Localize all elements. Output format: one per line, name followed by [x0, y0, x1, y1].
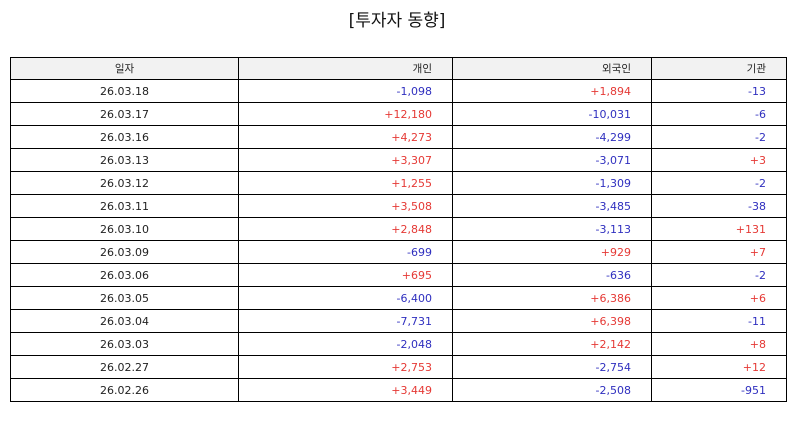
institution-cell: -6 — [651, 102, 787, 126]
individual-cell: +2,848 — [238, 217, 453, 241]
institution-cell: -2 — [651, 171, 787, 195]
individual-cell: -6,400 — [238, 286, 453, 310]
date-cell: 26.03.17 — [10, 102, 239, 126]
foreign-cell: -2,754 — [452, 355, 652, 379]
date-cell: 26.02.27 — [10, 355, 239, 379]
institution-cell: +3 — [651, 148, 787, 172]
institution-cell: +6 — [651, 286, 787, 310]
table-row: 26.03.10 +2,848 -3,113 +131 — [10, 217, 787, 241]
individual-cell: +695 — [238, 263, 453, 287]
individual-cell: -7,731 — [238, 309, 453, 333]
institution-cell: -2 — [651, 263, 787, 287]
column-header-individual: 개인 — [238, 57, 453, 80]
institution-cell: -13 — [651, 79, 787, 103]
date-cell: 26.03.04 — [10, 309, 239, 333]
foreign-cell: -2,508 — [452, 378, 652, 402]
column-header-institution: 기관 — [651, 57, 787, 80]
table-row: 26.03.06 +695 -636 -2 — [10, 263, 787, 287]
institution-cell: -2 — [651, 125, 787, 149]
foreign-cell: -10,031 — [452, 102, 652, 126]
institution-cell: -38 — [651, 194, 787, 218]
institution-cell: -11 — [651, 309, 787, 333]
table-row: 26.03.09 -699 +929 +7 — [10, 240, 787, 264]
foreign-cell: +6,398 — [452, 309, 652, 333]
investor-trend-table: 일자 개인 외국인 기관 26.03.18 -1,098 +1,894 -13 26.0… — [10, 57, 787, 402]
table-row: 26.02.26 +3,449 -2,508 -951 — [10, 378, 787, 402]
table-row: 26.03.13 +3,307 -3,071 +3 — [10, 148, 787, 172]
institution-cell: +7 — [651, 240, 787, 264]
date-cell: 26.03.10 — [10, 217, 239, 241]
date-cell: 26.03.13 — [10, 148, 239, 172]
institution-cell: -951 — [651, 378, 787, 402]
date-cell: 26.02.26 — [10, 378, 239, 402]
table-row: 26.03.05 -6,400 +6,386 +6 — [10, 286, 787, 310]
foreign-cell: -3,485 — [452, 194, 652, 218]
individual-cell: +1,255 — [238, 171, 453, 195]
foreign-cell: -3,113 — [452, 217, 652, 241]
individual-cell: -699 — [238, 240, 453, 264]
foreign-cell: -1,309 — [452, 171, 652, 195]
date-cell: 26.03.06 — [10, 263, 239, 287]
date-cell: 26.03.18 — [10, 79, 239, 103]
date-cell: 26.03.11 — [10, 194, 239, 218]
table-row: 26.03.17 +12,180 -10,031 -6 — [10, 102, 787, 126]
institution-cell: +8 — [651, 332, 787, 356]
date-cell: 26.03.05 — [10, 286, 239, 310]
date-cell: 26.03.03 — [10, 332, 239, 356]
date-cell: 26.03.09 — [10, 240, 239, 264]
foreign-cell: -4,299 — [452, 125, 652, 149]
table-row: 26.02.27 +2,753 -2,754 +12 — [10, 355, 787, 379]
institution-cell: +131 — [651, 217, 787, 241]
table-row: 26.03.04 -7,731 +6,398 -11 — [10, 309, 787, 333]
date-cell: 26.03.12 — [10, 171, 239, 195]
individual-cell: -2,048 — [238, 332, 453, 356]
column-header-date: 일자 — [10, 57, 239, 80]
table-row: 26.03.03 -2,048 +2,142 +8 — [10, 332, 787, 356]
date-cell: 26.03.16 — [10, 125, 239, 149]
column-header-foreign: 외국인 — [452, 57, 652, 80]
table-header-row: 일자 개인 외국인 기관 — [10, 57, 787, 80]
table-row: 26.03.18 -1,098 +1,894 -13 — [10, 79, 787, 103]
individual-cell: +12,180 — [238, 102, 453, 126]
foreign-cell: +6,386 — [452, 286, 652, 310]
individual-cell: +3,508 — [238, 194, 453, 218]
individual-cell: +4,273 — [238, 125, 453, 149]
table-row: 26.03.16 +4,273 -4,299 -2 — [10, 125, 787, 149]
foreign-cell: -3,071 — [452, 148, 652, 172]
institution-cell: +12 — [651, 355, 787, 379]
individual-cell: -1,098 — [238, 79, 453, 103]
foreign-cell: +929 — [452, 240, 652, 264]
page-title: [투자자 동향] — [348, 11, 446, 31]
foreign-cell: +2,142 — [452, 332, 652, 356]
table-row: 26.03.12 +1,255 -1,309 -2 — [10, 171, 787, 195]
foreign-cell: -636 — [452, 263, 652, 287]
individual-cell: +2,753 — [238, 355, 453, 379]
individual-cell: +3,449 — [238, 378, 453, 402]
foreign-cell: +1,894 — [452, 79, 652, 103]
individual-cell: +3,307 — [238, 148, 453, 172]
table-row: 26.03.11 +3,508 -3,485 -38 — [10, 194, 787, 218]
